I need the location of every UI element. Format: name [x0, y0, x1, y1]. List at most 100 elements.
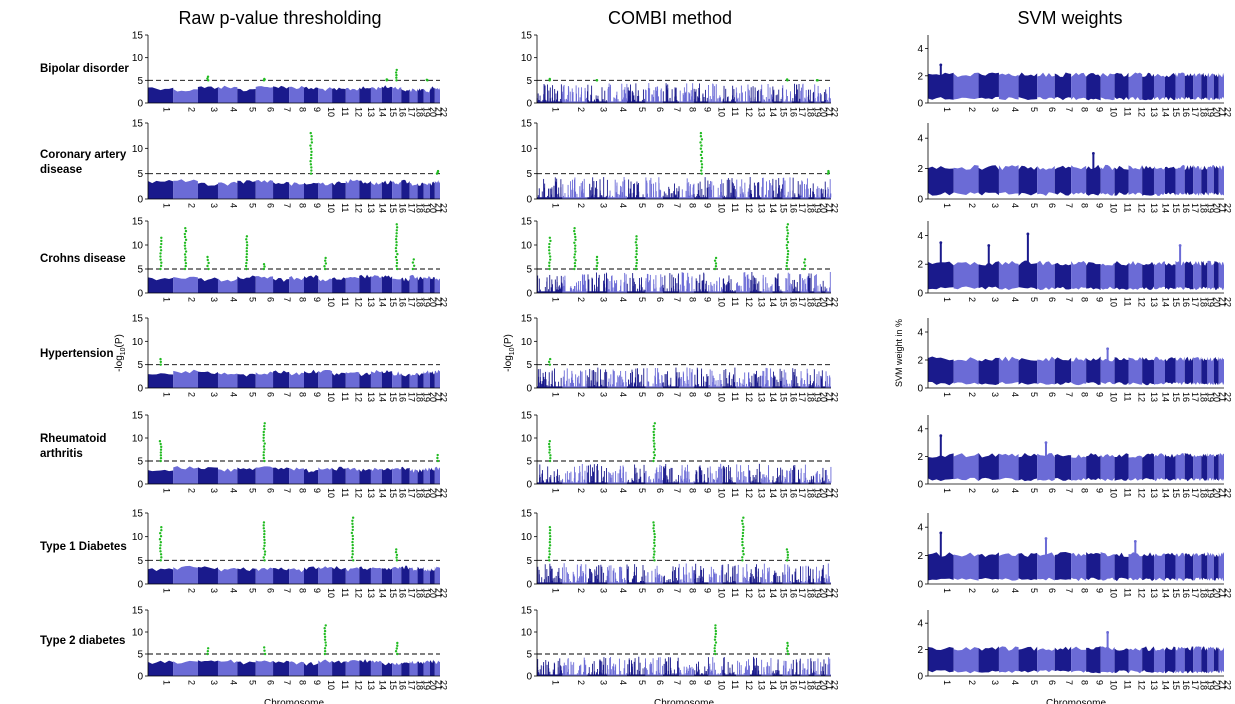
significant-snp-chr10 — [323, 638, 327, 641]
x-tick-label-chr10: 10 — [1109, 588, 1119, 598]
chromosome-band-20 — [1207, 72, 1214, 101]
significant-snp-chr10 — [713, 649, 717, 653]
significant-snp-chr9 — [699, 135, 703, 138]
chromosome-band-16 — [1175, 552, 1185, 582]
chromosome-band-6 — [255, 86, 274, 103]
chromosome-band-11 — [332, 181, 346, 199]
chromosome-band-6 — [1037, 72, 1055, 100]
chromosome-band-12 — [736, 197, 750, 199]
chromosome-band-13 — [359, 372, 371, 388]
significant-snp-chr22 — [827, 169, 830, 173]
significant-snp-chr1 — [159, 451, 163, 454]
chromosome-band-7 — [273, 660, 290, 676]
chromosome-band-1 — [148, 660, 174, 676]
significant-snp-chr2 — [573, 232, 577, 236]
chromosome-band-7 — [273, 467, 290, 484]
chromosome-band-20 — [1207, 453, 1214, 481]
chromosome-band-20 — [1207, 164, 1214, 196]
x-tick-label-chr2: 2 — [576, 392, 586, 397]
x-tick-label-chr5: 5 — [1029, 392, 1039, 397]
x-tick-label-chr1: 1 — [551, 392, 561, 397]
x-tick-label-chr2: 2 — [967, 203, 977, 208]
y-tick-label: 2 — [917, 260, 923, 271]
x-tick-label-chr9: 9 — [1094, 203, 1104, 208]
chromosome-band-7 — [662, 482, 680, 484]
x-tick-label-chr6: 6 — [265, 297, 275, 302]
chromosome-band-4 — [217, 567, 238, 584]
y-tick-label: 10 — [521, 628, 533, 639]
significant-snp-chr6 — [263, 553, 267, 556]
chromosome-band-8 — [1071, 261, 1087, 290]
x-tick-label-chr17: 17 — [1190, 680, 1200, 690]
significant-snp-chr12 — [351, 546, 354, 550]
significant-snp-chr2 — [574, 244, 577, 247]
significant-snp-chr1 — [159, 535, 163, 538]
manhattan-background-points — [928, 646, 1224, 674]
chromosome-band-14 — [1153, 166, 1165, 196]
significant-snp-chr9 — [309, 131, 312, 135]
significant-snp-chr6 — [263, 550, 267, 553]
chromosome-band-5 — [237, 373, 256, 388]
x-tick-label-chr20: 20 — [1212, 488, 1222, 498]
significant-snp-chr2 — [574, 259, 577, 262]
chromosome-band-4 — [217, 468, 238, 484]
chromosome-band-17 — [401, 466, 410, 484]
significant-snp-chr16 — [786, 641, 789, 645]
significant-snp-chr6 — [652, 451, 656, 454]
x-tick-label-chr9: 9 — [1094, 488, 1104, 493]
significant-snp-chr16 — [395, 267, 399, 271]
x-tick-label-chr19: 19 — [812, 680, 822, 690]
chromosome-band-6 — [645, 674, 663, 676]
significant-snp-chr10 — [323, 267, 327, 271]
significant-snp-chr1 — [547, 442, 551, 446]
x-tick-label-chr14: 14 — [377, 680, 387, 690]
significant-snp-chr10 — [714, 652, 717, 656]
significant-snp-chr1 — [547, 245, 551, 249]
chromosome-band-3 — [978, 261, 999, 290]
chromosome-band-6 — [1037, 552, 1055, 581]
significant-snp-chr1 — [548, 445, 551, 449]
x-tick-label-chr1: 1 — [162, 392, 172, 397]
x-tick-label-chr14: 14 — [1160, 680, 1170, 690]
x-tick-label-chr20: 20 — [428, 297, 438, 307]
chromosome-band-14 — [1153, 647, 1165, 674]
significant-snp-chr5 — [635, 238, 638, 241]
chromosome-band-4 — [998, 165, 1019, 195]
chromosome-band-11 — [1114, 72, 1129, 101]
significant-snp-chr16 — [786, 255, 789, 259]
significant-snp-chr1 — [548, 559, 551, 562]
x-tick-label-chr7: 7 — [672, 588, 682, 593]
x-tick-label-chr5: 5 — [1029, 488, 1039, 493]
chromosome-band-16 — [782, 582, 792, 584]
x-tick-label-chr7: 7 — [282, 297, 292, 302]
chromosome-band-10 — [1100, 552, 1115, 581]
chromosome-band-16 — [1175, 72, 1185, 100]
significant-snp-chr1 — [159, 258, 162, 261]
significant-snp-chr1 — [549, 456, 552, 460]
chromosome-band-21 — [429, 181, 435, 199]
significant-snp-chr9 — [700, 144, 703, 147]
svm-peak-point-chr1 — [939, 241, 943, 245]
chromosome-band-22 — [1218, 72, 1224, 100]
chromosome-band-5 — [1018, 260, 1038, 290]
x-tick-label-chr8: 8 — [1080, 488, 1090, 493]
x-tick-label-chr14: 14 — [377, 107, 387, 117]
significant-snp-chr10 — [323, 635, 327, 639]
significant-snp-chr16 — [785, 246, 789, 250]
x-tick-label-chr16: 16 — [1181, 107, 1191, 117]
x-tick-label-chr22: 22 — [438, 203, 448, 213]
chromosome-band-16 — [392, 181, 402, 199]
significant-snp-chr16 — [395, 559, 399, 562]
significant-snp-chr1 — [548, 242, 551, 246]
significant-snp-chr10 — [323, 632, 326, 636]
x-tick-label-chr1: 1 — [551, 203, 561, 208]
significant-snp-chr2 — [183, 232, 187, 236]
x-tick-label-chr8: 8 — [298, 203, 308, 208]
y-tick-label: 15 — [521, 606, 533, 617]
x-tick-label-chr8: 8 — [298, 488, 308, 493]
x-tick-label-chr20: 20 — [428, 588, 438, 598]
x-tick-label-chr10: 10 — [326, 297, 336, 307]
significant-snp-chr16 — [395, 79, 398, 82]
